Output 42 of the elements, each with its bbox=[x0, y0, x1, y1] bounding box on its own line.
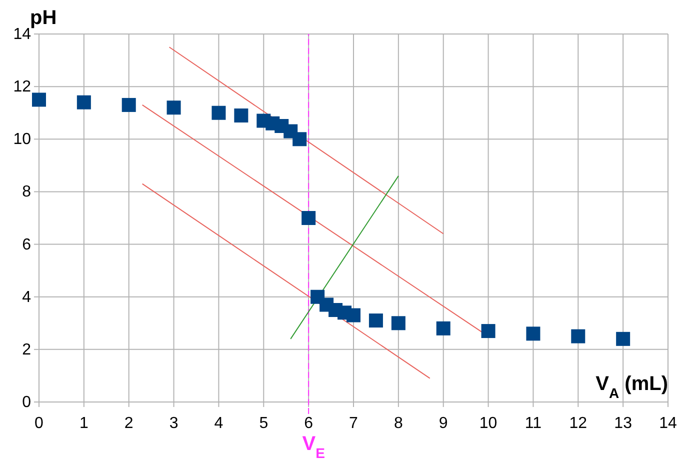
point bbox=[436, 321, 450, 336]
point bbox=[234, 108, 248, 122]
y-tick-label: 12 bbox=[13, 78, 32, 96]
x-tick-label: 0 bbox=[34, 415, 44, 432]
point bbox=[212, 106, 226, 120]
point bbox=[166, 100, 181, 115]
point bbox=[292, 132, 307, 146]
x-tick-label: 5 bbox=[259, 415, 268, 432]
point bbox=[571, 329, 586, 344]
point bbox=[76, 95, 91, 110]
x-tick-label: 7 bbox=[349, 415, 358, 432]
y-tick-label: 6 bbox=[22, 236, 32, 254]
y-tick-label: 8 bbox=[22, 184, 32, 201]
x-tick-label: 2 bbox=[124, 415, 134, 432]
ref-line-label: V$_{E}$ bbox=[302, 433, 325, 461]
x-tick-label: 8 bbox=[394, 415, 403, 432]
point bbox=[391, 316, 406, 330]
point bbox=[32, 92, 46, 107]
y-tick-label: 10 bbox=[13, 131, 32, 148]
x-tick-label: 9 bbox=[438, 415, 448, 432]
point bbox=[616, 332, 630, 346]
x-tick-label: 4 bbox=[214, 415, 224, 432]
x-tick-label: 11 bbox=[524, 415, 542, 432]
y-axis-title: pH bbox=[30, 7, 57, 29]
point bbox=[368, 314, 383, 328]
x-tick-label: 13 bbox=[614, 415, 632, 432]
x-tick-label: 6 bbox=[304, 415, 314, 432]
point bbox=[302, 211, 316, 225]
y-tick-label: 0 bbox=[22, 394, 32, 411]
point bbox=[122, 98, 136, 112]
y-tick-label: 2 bbox=[22, 341, 32, 358]
x-tick-label: 14 bbox=[659, 415, 677, 432]
x-tick-label: 10 bbox=[479, 415, 498, 432]
point bbox=[526, 326, 540, 341]
x-tick-label: 3 bbox=[169, 415, 178, 432]
x-tick-label: 1 bbox=[79, 415, 88, 432]
y-tick-label: 4 bbox=[22, 288, 32, 306]
point bbox=[346, 308, 360, 322]
x-tick-label: 12 bbox=[569, 415, 588, 432]
point bbox=[481, 324, 496, 338]
x-axis-title: V$_{A}$ (mL) bbox=[596, 373, 668, 401]
y-tick-label: 14 bbox=[13, 26, 32, 43]
